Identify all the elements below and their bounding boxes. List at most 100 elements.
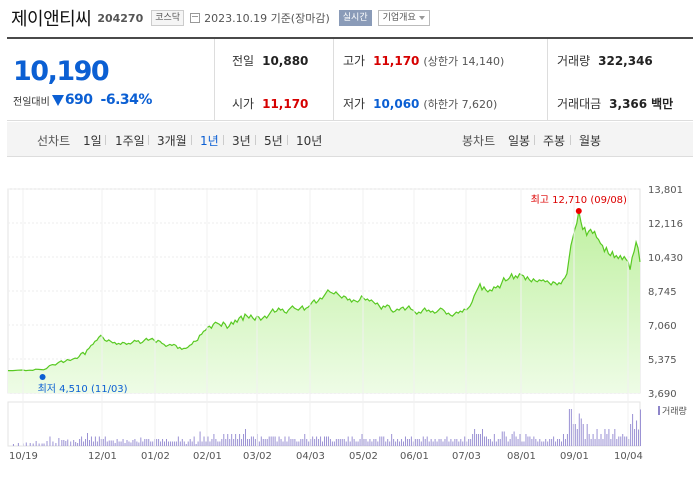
volume-bar — [373, 439, 375, 446]
volume-bar — [306, 439, 308, 446]
volume-bar — [507, 441, 509, 446]
volume-bar — [126, 440, 128, 446]
volume-bar — [264, 439, 266, 446]
volume-bar — [308, 441, 310, 446]
volume-bar — [616, 439, 618, 446]
tab-3y[interactable]: 3년 — [232, 134, 251, 148]
tab-separator — [534, 135, 535, 145]
volume-bar — [260, 436, 262, 446]
volume-bar — [100, 439, 102, 446]
volume-bar — [280, 439, 282, 446]
volume-bar — [318, 439, 320, 446]
tab-1d[interactable]: 1일 — [83, 134, 102, 148]
volume-bar — [77, 443, 79, 446]
volume-bar — [482, 429, 483, 446]
volume-bar — [397, 439, 399, 446]
high-value: 11,170 — [373, 53, 420, 68]
tab-weekly[interactable]: 주봉 — [543, 134, 566, 148]
volume-bar — [444, 439, 446, 446]
volume-bar — [632, 414, 634, 446]
volume-bar — [497, 439, 499, 446]
volume-bar — [624, 436, 626, 446]
volume-bar — [294, 439, 296, 446]
volume-bar — [541, 441, 543, 446]
high-label: 고가 — [343, 54, 366, 68]
volume-bar — [357, 441, 359, 446]
x-tick-label: 10/19 — [9, 451, 38, 462]
volume-bar — [262, 439, 264, 446]
volume-bar — [156, 439, 158, 446]
tab-1y[interactable]: 1년 — [200, 134, 219, 148]
volume-bar — [209, 441, 211, 446]
volume-bar — [254, 439, 256, 446]
volume-bar — [61, 440, 63, 446]
tab-daily[interactable]: 일봉 — [508, 134, 531, 148]
volume-bar — [252, 436, 254, 446]
stock-name: 제이앤티씨 — [11, 9, 92, 30]
volume-bar — [478, 434, 480, 446]
volume-bar — [406, 439, 408, 446]
volume-bar — [179, 441, 181, 446]
volume-bar — [422, 436, 424, 446]
volume-bar — [81, 436, 83, 446]
high-price: 고가 11,170 (상한가 14,140) — [343, 52, 504, 69]
x-tick-label: 06/01 — [400, 451, 429, 462]
volume-bar — [187, 441, 189, 446]
calendar-icon — [190, 13, 201, 23]
volume-bar — [193, 436, 195, 446]
company-info-dropdown[interactable]: 기업개요 — [377, 10, 430, 26]
volume-bar — [90, 436, 92, 446]
current-price-panel: 10,190 전일대비 690 -6.34% — [7, 39, 215, 121]
volume-bar — [511, 434, 513, 446]
tab-10y[interactable]: 10년 — [296, 134, 323, 148]
volume-bar — [636, 420, 638, 446]
volume-bar — [327, 436, 329, 446]
volume-bar — [618, 436, 620, 446]
volume-bar — [183, 441, 185, 446]
volume-bar — [557, 439, 559, 446]
volume-bar — [628, 439, 630, 446]
volume-bar — [446, 436, 448, 446]
volume-bar — [539, 439, 541, 446]
tab-monthly[interactable]: 월봉 — [579, 134, 602, 148]
upper-limit-value: 14,140) — [461, 54, 505, 68]
x-tick-label: 10/04 — [614, 451, 643, 462]
volume-bar — [140, 437, 142, 446]
volume-bar — [622, 434, 624, 446]
volume-bar — [401, 439, 403, 446]
volume-bar — [312, 436, 314, 446]
x-tick-label: 08/01 — [507, 451, 536, 462]
volume-bar — [290, 439, 292, 446]
price-line — [8, 210, 641, 372]
volume-bar — [359, 439, 361, 446]
volume-bar — [630, 424, 632, 446]
tab-5y[interactable]: 5년 — [264, 134, 283, 148]
volume-bar — [515, 436, 517, 446]
volume-bar — [223, 434, 225, 446]
volume-bar — [298, 441, 300, 446]
volume-bar — [551, 439, 553, 446]
tab-1w[interactable]: 1주일 — [115, 134, 145, 148]
volume-bar — [493, 434, 495, 446]
trade-amount-value: 3,366 — [609, 96, 648, 111]
volume-bar — [586, 424, 588, 446]
prev-close-label: 전일 — [232, 54, 255, 68]
volume-bar — [235, 434, 237, 446]
volume-bar — [377, 441, 379, 446]
volume-bar — [590, 439, 592, 446]
volume-bar — [379, 436, 381, 446]
realtime-button[interactable]: 실시간 — [338, 10, 372, 26]
volume-bar — [566, 434, 568, 446]
volume-bar — [29, 443, 31, 446]
volume-bar — [325, 436, 327, 446]
volume-bar — [576, 429, 578, 446]
volume-bar — [543, 441, 545, 446]
volume-bar — [430, 439, 432, 446]
volume-bar — [167, 441, 169, 446]
volume-bar — [485, 436, 487, 446]
volume-bar — [245, 429, 246, 446]
tab-3m[interactable]: 3개월 — [157, 134, 187, 148]
volume-bar — [568, 409, 570, 446]
volume-bar — [584, 439, 586, 446]
open-value: 11,170 — [262, 96, 309, 111]
